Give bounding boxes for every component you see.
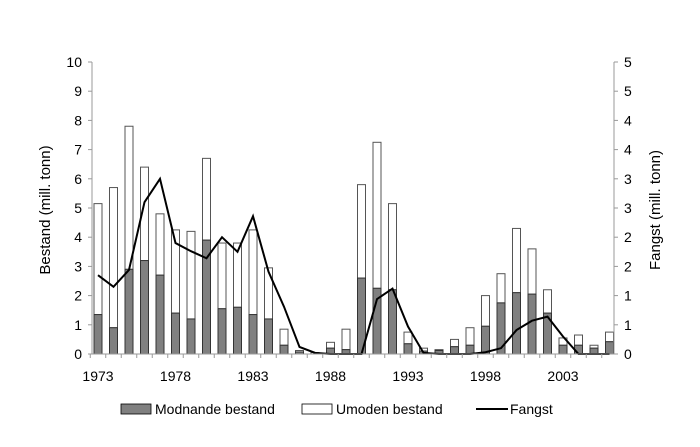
y-right-tick-label: 3 <box>624 171 632 187</box>
bar-immature <box>326 341 335 349</box>
bar-mature <box>279 344 289 355</box>
bar-mature <box>512 292 521 355</box>
y-right-tick-label: 3 <box>624 200 632 216</box>
x-tick-label: 2003 <box>547 368 578 384</box>
legend-label-catch: Fangst <box>510 401 553 417</box>
bar-immature <box>450 338 459 348</box>
bar-mature <box>186 318 196 355</box>
x-tick-label: 1998 <box>470 368 501 384</box>
y-tick-label: 6 <box>74 171 82 187</box>
bar-mature <box>248 314 258 355</box>
bar-immature <box>341 328 351 351</box>
x-tick-label: 1988 <box>315 368 346 384</box>
bar-mature <box>109 327 118 355</box>
legend: Modnande bestand Umoden bestand Fangst <box>120 401 553 417</box>
y-tick-label: 9 <box>74 83 82 99</box>
bar-mature <box>217 308 227 355</box>
y-tick-label: 1 <box>74 317 82 333</box>
bar-immature <box>543 289 552 314</box>
bar-immature <box>248 229 258 316</box>
bar-mature <box>93 314 103 355</box>
bar-immature <box>481 295 490 327</box>
bar-mature <box>527 293 537 355</box>
legend-swatch-mature <box>120 403 152 415</box>
bar-immature <box>388 203 397 291</box>
legend-label-immature: Umoden bestand <box>336 401 443 417</box>
bar-immature <box>155 213 165 276</box>
bar-immature <box>109 187 118 329</box>
bar-mature <box>481 325 490 355</box>
bar-mature <box>450 346 459 355</box>
bar-mature <box>403 343 413 355</box>
bar-immature <box>357 184 366 279</box>
bar-immature <box>279 328 289 346</box>
bar-mature <box>171 312 180 355</box>
bar-mature <box>155 274 165 355</box>
y-axis-right-label: Fangst (mill. tonn) <box>647 150 664 270</box>
y-tick-label: 7 <box>74 142 82 158</box>
legend-swatch-immature <box>301 403 333 415</box>
y-tick-label: 0 <box>74 346 82 362</box>
y-axis-label: Bestand (mill. tonn) <box>37 145 54 274</box>
bar-immature <box>217 242 227 310</box>
y-right-tick-label: 5 <box>624 54 632 70</box>
bar-mature <box>233 306 242 355</box>
x-tick-label: 1978 <box>160 368 191 384</box>
y-tick-label: 4 <box>74 229 82 245</box>
y-right-tick-label: 1 <box>624 317 632 333</box>
x-tick-label: 1983 <box>237 368 268 384</box>
bar-immature <box>93 203 103 316</box>
bar-immature <box>372 141 382 289</box>
bar-mature <box>388 289 397 355</box>
y-right-tick-label: 2 <box>624 258 632 274</box>
x-tick-label: 1973 <box>82 368 113 384</box>
legend-label-mature: Modnande bestand <box>155 401 275 417</box>
y-right-tick-label: 5 <box>624 83 632 99</box>
bar-mature <box>264 318 273 355</box>
bar-immature <box>124 125 134 270</box>
bar-immature <box>403 331 413 345</box>
y-tick-label: 2 <box>74 288 82 304</box>
bar-immature <box>186 230 196 320</box>
y-right-tick-label: 4 <box>624 142 632 158</box>
y-tick-label: 8 <box>74 112 82 128</box>
x-tick-label: 1993 <box>392 368 423 384</box>
y-tick-label: 10 <box>66 54 82 70</box>
y-right-tick-label: 1 <box>624 288 632 304</box>
y-tick-label: 5 <box>74 200 82 216</box>
y-right-tick-label: 0 <box>624 346 632 362</box>
bar-immature <box>605 331 614 343</box>
y-right-tick-label: 2 <box>624 229 632 245</box>
bar-immature <box>496 273 506 304</box>
bar-mature <box>140 260 149 355</box>
bar-immature <box>527 248 537 295</box>
bar-immature <box>512 227 521 294</box>
bar-immature <box>465 327 475 346</box>
bar-immature <box>202 157 211 241</box>
y-right-tick-label: 4 <box>624 112 632 128</box>
bar-immature <box>574 334 583 346</box>
bar-mature <box>558 344 568 355</box>
bar-mature <box>124 268 134 355</box>
bar-mature <box>605 341 614 355</box>
y-tick-label: 3 <box>74 258 82 274</box>
